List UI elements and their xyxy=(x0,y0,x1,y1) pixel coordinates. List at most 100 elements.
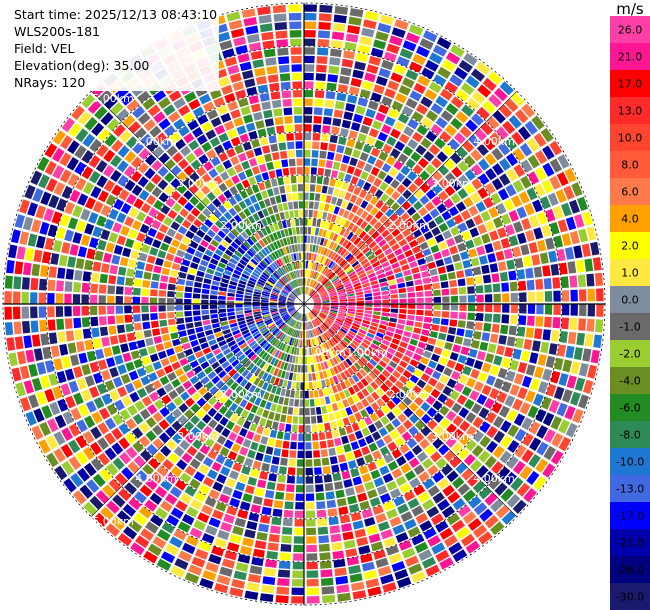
velocity-gate xyxy=(100,229,111,241)
velocity-gate xyxy=(449,352,459,361)
velocity-gate xyxy=(221,278,230,284)
velocity-gate xyxy=(435,520,449,533)
velocity-gate xyxy=(309,261,313,269)
velocity-gate xyxy=(373,39,387,50)
velocity-gate xyxy=(556,171,569,187)
velocity-gate xyxy=(429,52,443,65)
velocity-gate xyxy=(76,220,87,233)
velocity-gate xyxy=(215,352,224,360)
velocity-gate xyxy=(220,321,229,327)
velocity-gate xyxy=(90,305,98,316)
velocity-gate xyxy=(559,262,568,275)
velocity-gate xyxy=(256,407,264,416)
velocity-gate xyxy=(512,148,526,162)
velocity-gate xyxy=(47,306,55,318)
velocity-gate xyxy=(347,212,355,221)
velocity-gate xyxy=(492,240,502,251)
velocity-gate xyxy=(343,443,352,453)
velocity-gate xyxy=(348,16,362,26)
velocity-gate xyxy=(349,258,357,265)
velocity-gate xyxy=(121,467,134,480)
velocity-gate xyxy=(350,441,360,451)
velocity-gate xyxy=(439,325,448,333)
velocity-gate xyxy=(396,323,405,330)
velocity-gate xyxy=(241,369,250,378)
velocity-gate xyxy=(259,92,270,102)
velocity-gate xyxy=(371,391,380,401)
velocity-gate xyxy=(491,461,504,475)
velocity-gate xyxy=(103,164,115,178)
velocity-gate xyxy=(335,345,342,353)
velocity-gate xyxy=(188,99,201,110)
velocity-gate xyxy=(132,305,141,313)
velocity-gate xyxy=(356,348,364,355)
velocity-gate xyxy=(385,208,394,218)
velocity-gate xyxy=(375,112,386,123)
velocity-gate xyxy=(535,458,549,473)
velocity-gate xyxy=(92,226,103,238)
velocity-gate xyxy=(139,348,148,357)
velocity-gate xyxy=(385,422,395,433)
velocity-gate xyxy=(202,456,214,468)
velocity-gate xyxy=(476,304,484,312)
velocity-gate xyxy=(108,208,119,220)
velocity-gate xyxy=(253,548,265,558)
velocity-gate xyxy=(240,409,249,419)
velocity-gate xyxy=(379,181,389,192)
velocity-gate xyxy=(459,434,471,446)
velocity-gate xyxy=(586,226,597,241)
velocity-gate xyxy=(295,390,300,399)
velocity-gate xyxy=(360,220,368,230)
velocity-gate xyxy=(244,78,256,88)
velocity-gate xyxy=(253,313,262,318)
velocity-gate xyxy=(279,309,287,314)
velocity-gate xyxy=(491,401,503,414)
velocity-gate xyxy=(325,249,331,257)
velocity-gate xyxy=(356,217,364,227)
velocity-gate xyxy=(506,409,518,422)
velocity-gate xyxy=(275,330,282,338)
velocity-gate xyxy=(356,297,364,301)
velocity-gate xyxy=(337,353,345,362)
velocity-gate xyxy=(75,451,89,465)
velocity-gate xyxy=(304,115,313,123)
velocity-gate xyxy=(357,331,366,338)
velocity-gate xyxy=(158,290,167,297)
velocity-gate xyxy=(145,478,158,491)
velocity-gate xyxy=(304,107,313,115)
velocity-gate xyxy=(433,310,441,317)
velocity-gate xyxy=(458,174,470,186)
velocity-gate xyxy=(446,378,457,389)
velocity-gate xyxy=(202,476,214,488)
velocity-gate xyxy=(208,489,220,500)
velocity-gate xyxy=(509,384,520,396)
velocity-gate xyxy=(202,208,212,218)
velocity-gate xyxy=(368,241,377,249)
velocity-gate xyxy=(255,192,263,201)
velocity-gate xyxy=(163,216,173,227)
velocity-gate xyxy=(290,281,295,289)
velocity-gate xyxy=(383,537,396,548)
velocity-gate xyxy=(237,354,246,362)
velocity-gate xyxy=(237,97,249,108)
velocity-gate xyxy=(298,313,302,321)
velocity-gate xyxy=(258,324,266,330)
velocity-gate xyxy=(254,487,265,497)
velocity-gate xyxy=(389,429,400,440)
velocity-gate xyxy=(351,353,359,361)
velocity-gate xyxy=(261,309,270,313)
velocity-gate xyxy=(444,342,453,351)
velocity-gate xyxy=(370,541,384,552)
velocity-gate xyxy=(536,304,544,315)
velocity-gate xyxy=(230,28,245,39)
velocity-gate xyxy=(417,75,431,87)
velocity-gate xyxy=(315,263,319,271)
velocity-gate xyxy=(464,183,476,195)
velocity-gate xyxy=(414,321,423,328)
velocity-gate xyxy=(141,305,149,313)
velocity-gate xyxy=(337,257,344,265)
velocity-gate xyxy=(341,119,351,129)
velocity-gate xyxy=(56,198,68,212)
velocity-gate xyxy=(158,118,171,130)
velocity-gate xyxy=(324,342,330,350)
